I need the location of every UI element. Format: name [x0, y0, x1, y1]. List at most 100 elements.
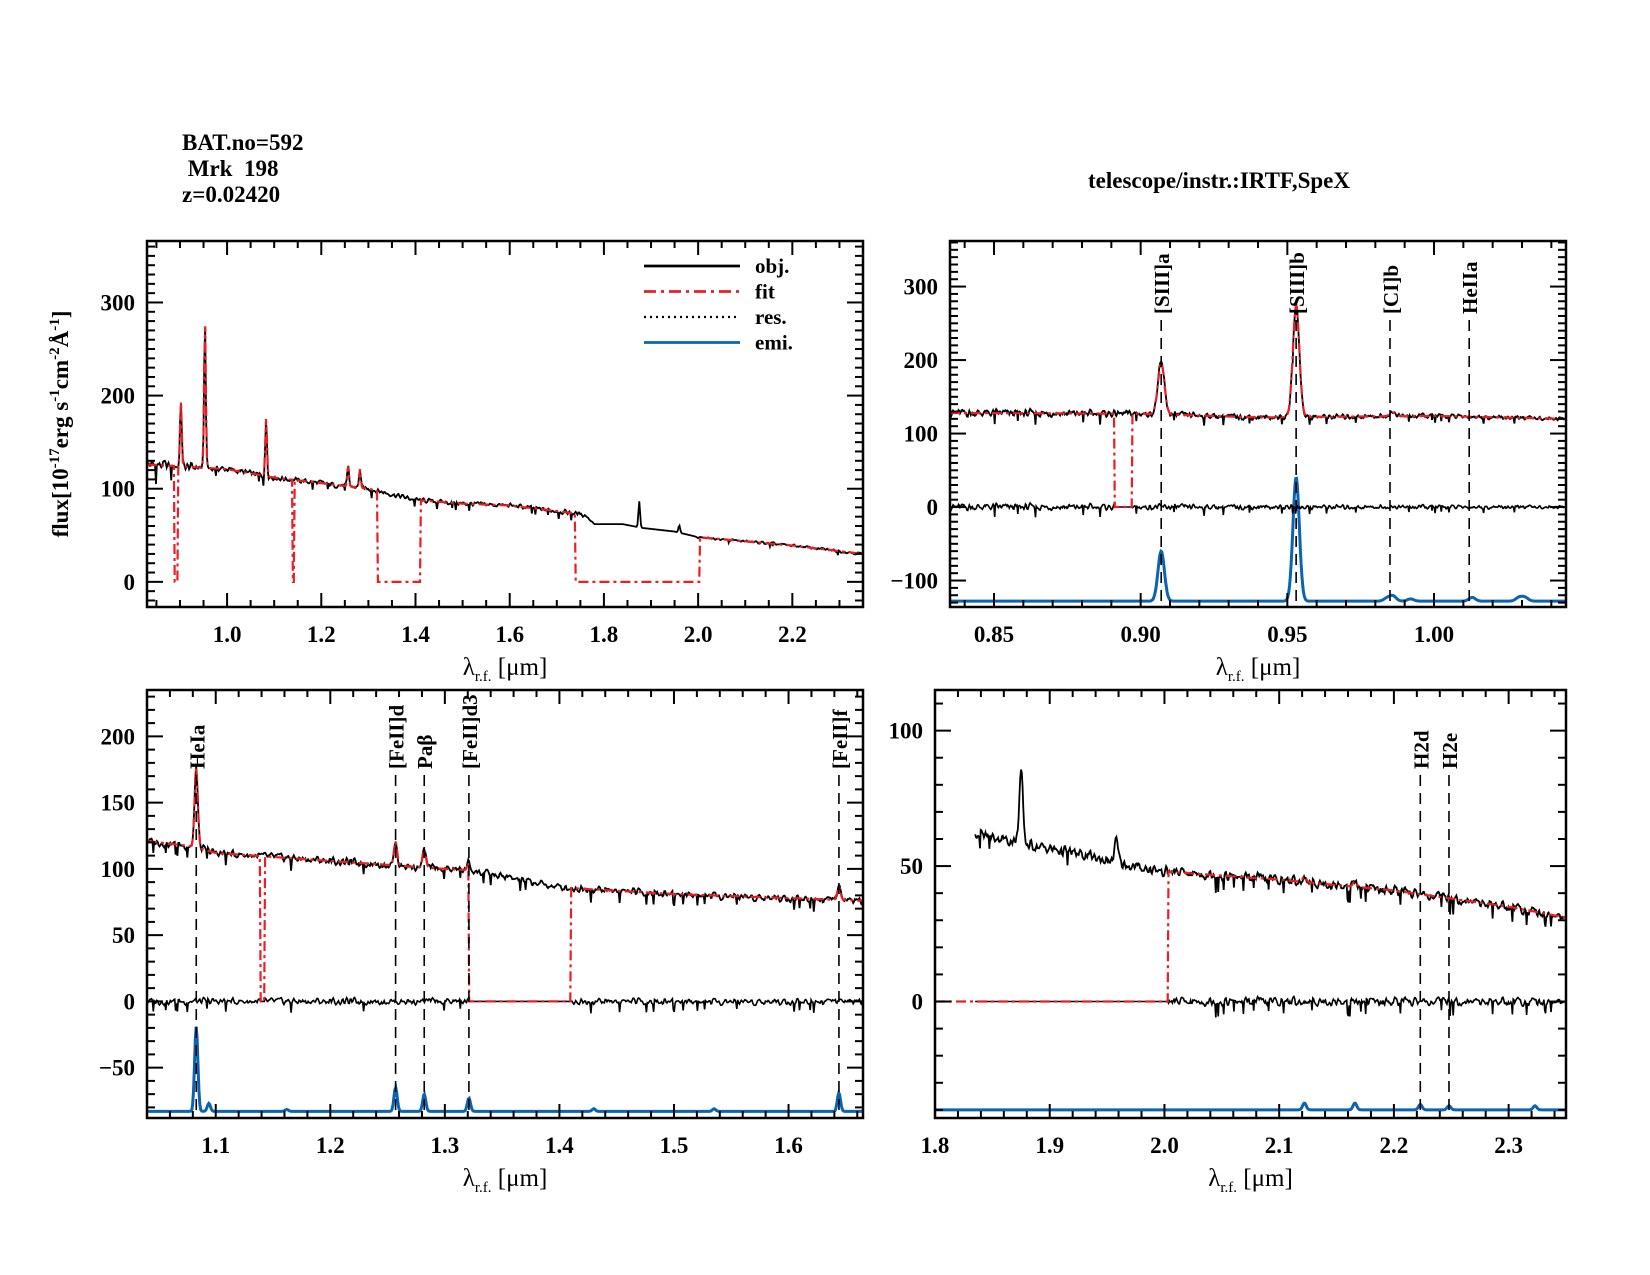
panel-zoom-0.84-1.04: [SIII]a [SIII]b [CI]b HeIIa 0.85 0.90 0.95 1.00… [890, 239, 1568, 685]
x-tick-label: 1.3 [430, 1133, 459, 1158]
y-axis-label-part: -2 [47, 347, 63, 360]
legend-label-emi: emi. [755, 331, 793, 355]
y-tick-label: 0 [927, 495, 939, 520]
x-axis-label: λr.f. [μm] [1208, 1165, 1293, 1196]
line-marker-label: H2d [1409, 730, 1433, 769]
y-axis-label: flux[10-17erg s-1cm-2Å-1] [47, 311, 73, 538]
x-axis-label-unit: [μm] [1245, 654, 1301, 681]
x-tick-label: 1.5 [660, 1133, 689, 1158]
y-tick-label: 100 [101, 477, 136, 502]
y-axis-label-part: flux[10 [48, 468, 73, 537]
x-tick-label: 1.8 [921, 1133, 950, 1158]
emission-line-series [147, 1026, 863, 1113]
legend-label-fit: fit [755, 280, 775, 304]
line-marker-label: HeIa [185, 724, 209, 769]
y-tick-label: 0 [124, 989, 136, 1014]
x-axis-label-lambda: λ [463, 654, 475, 681]
legend-label-obj: obj. [755, 254, 789, 278]
x-tick-label: 2.2 [1380, 1133, 1409, 1158]
x-tick-label: 1.00 [1414, 622, 1454, 647]
object-spectrum-series [147, 326, 863, 556]
x-axis-label-unit: [μm] [492, 654, 548, 681]
fit-series [147, 767, 863, 1003]
redshift-label: z=0.02420 [182, 182, 281, 207]
fit-series [950, 304, 1566, 509]
x-axis-label-subscript: r.f. [1220, 1180, 1237, 1196]
line-marker-label: [SIII]a [1150, 253, 1174, 314]
x-axis-label-lambda: λ [1208, 1165, 1220, 1192]
y-tick-label: 200 [101, 724, 136, 749]
plot-area [935, 769, 1566, 1112]
y-tick-label: 300 [101, 290, 136, 315]
x-tick-label: 2.2 [778, 622, 807, 647]
x-axis-label-lambda: λ [463, 1165, 475, 1192]
y-tick-label: −50 [99, 1056, 135, 1081]
fit-series [147, 326, 863, 583]
x-tick-label: 1.6 [774, 1133, 803, 1158]
y-axis-label-part: ] [48, 311, 73, 319]
line-marker-label: [CI]b [1379, 265, 1403, 314]
plot-area [950, 304, 1566, 603]
plot-area [147, 766, 863, 1113]
x-axis-label: λr.f. [μm] [1216, 654, 1301, 685]
panel-zoom-1.8-2.35: H2d H2e 1.8 1.9 2.0 2.1 2.2 2.3 0 50 100 λr.f. [μm] [889, 688, 1568, 1196]
y-tick-label: 300 [904, 275, 939, 300]
y-axis-label-part: -1 [47, 318, 63, 331]
line-marker-label: HeIIa [1458, 261, 1482, 314]
x-axis-label-unit: [μm] [492, 1165, 548, 1192]
y-axis-label-part: -17 [47, 448, 63, 468]
y-tick-label: 200 [101, 384, 136, 409]
x-axis-label: λr.f. [μm] [463, 1165, 548, 1196]
x-tick-label: 1.9 [1035, 1133, 1064, 1158]
x-tick-label: 2.3 [1494, 1133, 1523, 1158]
x-tick-label: 1.6 [495, 622, 524, 647]
x-axis-label-unit: [μm] [1237, 1165, 1293, 1192]
x-tick-label: 1.2 [316, 1133, 345, 1158]
x-axis-label: λr.f. [μm] [463, 654, 548, 685]
y-tick-label: 100 [101, 857, 136, 882]
line-marker-label: [FeII]d3 [458, 694, 482, 769]
axes-frame [145, 688, 865, 1120]
y-tick-label: 150 [101, 791, 136, 816]
fit-series [935, 870, 1566, 1003]
emission-line-series [935, 1101, 1566, 1112]
x-axis-label-subscript: r.f. [475, 669, 492, 685]
object-spectrum-series [950, 304, 1566, 426]
x-tick-label: 1.8 [590, 622, 619, 647]
x-axis-label-subscript: r.f. [1228, 669, 1245, 685]
residual-series [147, 995, 863, 1014]
y-axis-label-part: cm [48, 360, 73, 389]
x-tick-label: 1.2 [307, 622, 336, 647]
residual-series [950, 501, 1566, 518]
y-tick-label: 0 [124, 570, 136, 595]
y-tick-label: −100 [890, 569, 938, 594]
residual-series [975, 994, 1566, 1018]
x-tick-label: 1.4 [401, 622, 430, 647]
object-spectrum-series [974, 769, 1566, 927]
x-tick-label: 0.95 [1267, 622, 1307, 647]
plot-area [147, 326, 863, 583]
x-axis-label-lambda: λ [1216, 654, 1228, 681]
legend-label-res: res. [755, 305, 787, 329]
x-tick-label: 1.1 [201, 1133, 230, 1158]
x-tick-label: 2.1 [1265, 1133, 1294, 1158]
panel-full-spectrum: 1.0 1.2 1.4 1.6 1.8 2.0 2.2 0 100 200 300 λr.f. [μm… [101, 239, 865, 685]
x-tick-label: 2.0 [684, 622, 713, 647]
y-axis-label-part: -1 [47, 389, 63, 402]
x-tick-label: 0.90 [1121, 622, 1161, 647]
line-marker-label: [FeII]f [828, 709, 852, 769]
x-tick-label: 1.0 [213, 622, 242, 647]
telescope-label: telescope/instr.:IRTF,SpeX [1088, 168, 1350, 193]
y-tick-label: 0 [912, 990, 924, 1015]
y-tick-label: 50 [112, 923, 135, 948]
axes-frame [933, 688, 1568, 1120]
x-tick-label: 1.4 [545, 1133, 574, 1158]
y-tick-label: 100 [904, 422, 939, 447]
bat-number-label: BAT.no=592 [182, 130, 304, 155]
x-tick-label: 2.0 [1150, 1133, 1179, 1158]
y-axis-label-part: erg s [48, 402, 73, 449]
object-spectrum-series [147, 766, 863, 912]
y-tick-label: 50 [900, 854, 923, 879]
